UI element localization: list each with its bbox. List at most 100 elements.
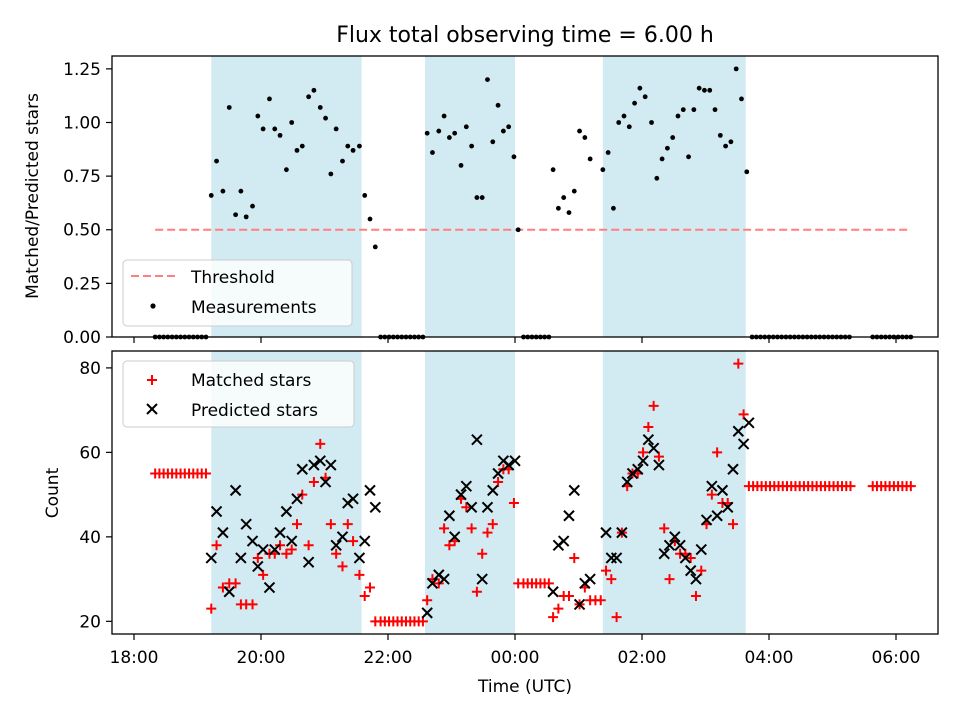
top-legend: Threshold Measurements xyxy=(122,259,353,327)
matched-star-point xyxy=(461,502,472,513)
legend-threshold-label: Threshold xyxy=(190,268,275,288)
measurement-point xyxy=(446,135,452,140)
measurement-point xyxy=(670,135,676,140)
shaded-interval-3 xyxy=(602,351,746,634)
matched-star-point xyxy=(845,481,856,492)
predicted-star-point xyxy=(252,560,264,573)
measurement-point xyxy=(550,167,556,173)
measurement-point xyxy=(345,143,351,149)
matched-star-point xyxy=(638,447,649,458)
measurement-point xyxy=(317,105,323,110)
measurement-point xyxy=(220,188,226,194)
matched-star-point xyxy=(281,548,292,559)
measurement-point xyxy=(469,143,475,149)
predicted-star-point xyxy=(653,459,665,471)
measurement-point xyxy=(362,193,368,198)
measurement-point xyxy=(616,120,622,125)
measurement-point xyxy=(506,124,512,130)
matched-star-point xyxy=(690,590,701,601)
matched-star-point xyxy=(439,523,450,534)
predicted-star-point xyxy=(325,459,337,471)
measurement-point xyxy=(250,203,255,209)
measurement-point xyxy=(571,188,577,194)
bottom-panel: 20 40 60 80 18:00 20:00 22:00 00:00 02:00 04:00 0… xyxy=(43,350,939,697)
shaded-interval-2 xyxy=(425,56,515,337)
measurement-point xyxy=(654,175,660,181)
predicted-star-point xyxy=(727,463,739,475)
predicted-star-point xyxy=(637,455,649,467)
measurement-point xyxy=(333,126,339,132)
predicted-star-point xyxy=(426,577,439,590)
measurement-point xyxy=(340,158,345,164)
measurement-point xyxy=(372,244,378,250)
predicted-star-point xyxy=(642,433,655,446)
measurement-point xyxy=(744,169,750,175)
matched-star-point xyxy=(696,565,707,576)
predicted-star-point xyxy=(364,484,376,497)
predicted-star-point xyxy=(330,539,342,552)
predicted-star-point xyxy=(658,548,670,560)
predicted-star-point xyxy=(217,526,229,539)
predicted-star-point xyxy=(285,535,298,547)
predicted-star-point xyxy=(616,526,628,539)
y-tick-label: 0.75 xyxy=(63,167,101,187)
predicted-star-point xyxy=(455,488,467,501)
x-tick-label: 00:00 xyxy=(491,648,540,668)
matched-star-point xyxy=(482,527,493,538)
measurement-point xyxy=(686,154,691,160)
measurement-point xyxy=(299,143,305,149)
predicted-star-point xyxy=(347,493,359,505)
x-tick-label: 06:00 xyxy=(872,648,921,668)
measurement-point xyxy=(294,147,300,153)
measurement-point xyxy=(733,66,739,72)
predicted-star-point xyxy=(716,484,729,497)
measurement-point xyxy=(500,128,506,134)
matched-star-point xyxy=(325,519,336,530)
measurement-point xyxy=(728,139,734,145)
predicted-star-point xyxy=(223,586,235,598)
bottom-y-ticks: 20 40 60 80 xyxy=(79,359,112,632)
matched-star-point xyxy=(738,409,749,420)
predicted-star-point xyxy=(487,484,499,497)
predicted-star-point xyxy=(336,531,349,543)
measurement-point xyxy=(712,107,718,113)
matched-star-point xyxy=(342,519,353,530)
measurement-point xyxy=(555,205,561,211)
measurement-point xyxy=(260,126,266,132)
matched-star-point xyxy=(905,481,916,492)
matched-star-point xyxy=(354,569,365,580)
predicted-star-point xyxy=(471,433,483,446)
predicted-star-point xyxy=(291,493,303,505)
y-tick-label: 1.00 xyxy=(63,113,101,133)
legend-measurements-swatch xyxy=(150,303,156,309)
x-tick-label: 20:00 xyxy=(237,648,286,668)
matched-star-point xyxy=(653,451,664,462)
y-tick-label: 1.25 xyxy=(63,60,101,80)
matched-star-point xyxy=(611,612,622,623)
matched-star-point xyxy=(685,552,696,563)
matched-star-point xyxy=(211,540,222,551)
predicted-star-point xyxy=(743,417,755,429)
bottom-x-ticks: 18:00 20:00 22:00 00:00 02:00 04:00 06:00 xyxy=(110,634,921,668)
predicted-star-point xyxy=(246,535,259,547)
top-y-axis-label: Matched/Predicted stars xyxy=(23,93,43,299)
predicted-star-point xyxy=(240,518,252,530)
top-x-ticks xyxy=(133,337,897,343)
measurement-point xyxy=(458,162,464,168)
predicted-star-point xyxy=(263,581,276,594)
measurement-point xyxy=(441,113,447,119)
measurement-point xyxy=(243,214,249,220)
predicted-star-point xyxy=(481,501,494,513)
predicted-star-point xyxy=(274,526,286,539)
y-tick-label: 40 xyxy=(79,528,101,548)
matched-star-point xyxy=(315,438,326,449)
measurement-point xyxy=(430,150,435,155)
predicted-star-point xyxy=(737,438,750,450)
measurement-point xyxy=(587,156,593,162)
matched-star-point xyxy=(728,519,739,530)
matched-star-point xyxy=(308,476,319,487)
measurement-point xyxy=(208,193,214,198)
matched-stars-points xyxy=(150,358,916,627)
measurement-point xyxy=(357,143,362,149)
